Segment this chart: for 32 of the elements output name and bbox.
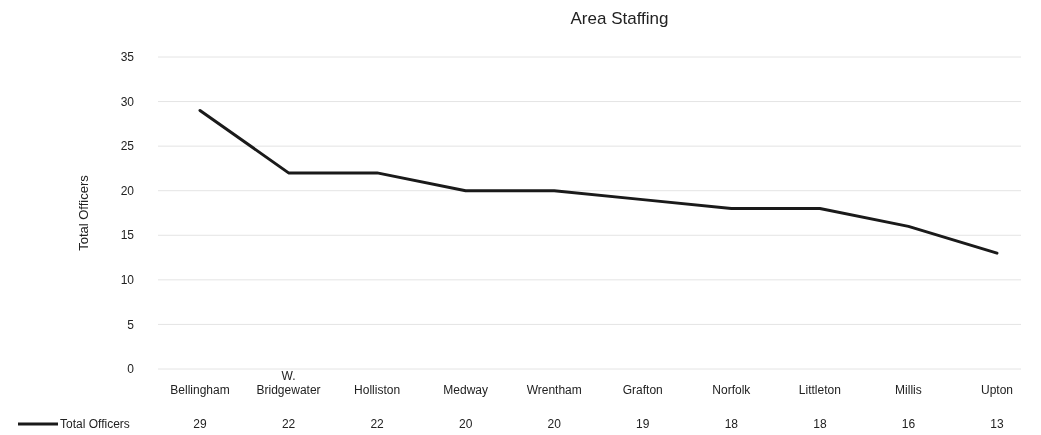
data-label: 19 — [636, 417, 650, 431]
data-label: 22 — [281, 417, 296, 431]
x-tick-label: Holliston — [354, 383, 401, 397]
x-tick-label: Littleton — [798, 383, 841, 397]
x-tick-label: Grafton — [622, 383, 663, 397]
x-tick-label: Wrentham — [526, 383, 582, 397]
y-axis-title: Total Officers — [76, 174, 91, 251]
y-tick-label: 5 — [127, 317, 135, 332]
x-tick-label: Upton — [980, 383, 1014, 397]
data-label: 13 — [990, 417, 1004, 431]
x-tick-label: Millis — [895, 383, 922, 397]
data-label: 22 — [370, 417, 385, 431]
x-tick-label: Bellingham — [170, 383, 230, 397]
y-tick-label: 0 — [127, 362, 135, 377]
x-tick-label: Medway — [443, 383, 489, 397]
legend-label: Total Officers — [60, 417, 130, 431]
data-label: 20 — [458, 417, 473, 431]
x-tick-label: W. Bridgewater — [256, 369, 321, 397]
x-tick-label: Norfolk — [712, 383, 752, 397]
data-label: 29 — [193, 417, 207, 431]
chart-title: Area Staffing — [570, 9, 669, 28]
y-tick-label: 25 — [120, 139, 135, 154]
data-label: 20 — [547, 417, 562, 431]
y-tick-label: 10 — [120, 273, 135, 288]
line-series — [198, 108, 999, 255]
y-tick-label: 30 — [120, 94, 135, 109]
data-label: 18 — [724, 417, 739, 431]
data-label: 16 — [901, 417, 916, 431]
data-label: 18 — [813, 417, 827, 431]
y-tick-label: 20 — [120, 183, 135, 198]
y-tick-label: 35 — [120, 50, 135, 65]
y-tick-label: 15 — [120, 228, 135, 243]
